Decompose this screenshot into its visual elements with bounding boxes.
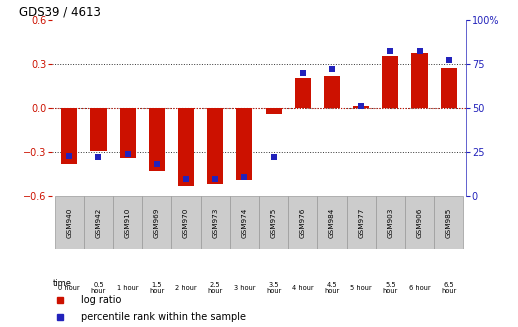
Point xyxy=(123,151,132,156)
Point xyxy=(299,70,307,75)
Bar xyxy=(376,196,405,249)
Bar xyxy=(441,68,457,108)
Bar xyxy=(318,196,347,249)
Text: GSM973: GSM973 xyxy=(212,207,218,237)
Text: GSM974: GSM974 xyxy=(241,207,248,237)
Point xyxy=(240,174,249,180)
Bar xyxy=(91,108,107,150)
Bar xyxy=(347,196,376,249)
Text: GSM970: GSM970 xyxy=(183,207,189,237)
Text: 2.5
hour: 2.5 hour xyxy=(208,282,223,294)
Point xyxy=(153,162,161,167)
Point xyxy=(269,155,278,160)
Text: percentile rank within the sample: percentile rank within the sample xyxy=(81,312,246,322)
Text: 5.5
hour: 5.5 hour xyxy=(383,282,398,294)
Bar xyxy=(266,108,282,114)
Bar xyxy=(405,196,434,249)
Bar xyxy=(353,107,369,108)
Text: 1 hour: 1 hour xyxy=(117,285,138,291)
Text: 0.5
hour: 0.5 hour xyxy=(91,282,106,294)
Bar xyxy=(295,78,311,108)
Point xyxy=(328,66,336,72)
Text: 1.5
hour: 1.5 hour xyxy=(149,282,165,294)
Text: GSM910: GSM910 xyxy=(125,207,131,237)
Text: GSM903: GSM903 xyxy=(387,207,393,237)
Bar xyxy=(434,196,463,249)
Point xyxy=(444,58,453,63)
Text: GSM976: GSM976 xyxy=(300,207,306,237)
Bar xyxy=(61,108,77,164)
Bar xyxy=(84,196,113,249)
Bar xyxy=(178,108,194,186)
Point xyxy=(415,49,424,54)
Bar xyxy=(207,108,223,184)
Text: 4 hour: 4 hour xyxy=(292,285,313,291)
Bar xyxy=(288,196,318,249)
Bar xyxy=(113,196,142,249)
Text: 4.5
hour: 4.5 hour xyxy=(324,282,340,294)
Bar xyxy=(382,57,398,108)
Bar xyxy=(120,108,136,158)
Text: 3 hour: 3 hour xyxy=(234,285,255,291)
Bar xyxy=(236,108,252,180)
Bar xyxy=(142,196,171,249)
Text: 0 hour: 0 hour xyxy=(59,285,80,291)
Bar xyxy=(230,196,259,249)
Text: time: time xyxy=(52,279,71,288)
Bar xyxy=(55,196,84,249)
Text: GSM977: GSM977 xyxy=(358,207,364,237)
Bar xyxy=(259,196,288,249)
Text: GSM940: GSM940 xyxy=(66,207,73,237)
Point xyxy=(94,155,103,160)
Bar xyxy=(200,196,230,249)
Text: 6 hour: 6 hour xyxy=(409,285,430,291)
Text: GSM969: GSM969 xyxy=(154,207,160,237)
Text: GSM906: GSM906 xyxy=(416,207,423,237)
Text: GSM942: GSM942 xyxy=(95,207,102,237)
Text: 5 hour: 5 hour xyxy=(350,285,372,291)
Bar xyxy=(411,53,427,108)
Text: 3.5
hour: 3.5 hour xyxy=(266,282,281,294)
Text: GSM984: GSM984 xyxy=(329,207,335,237)
Point xyxy=(357,104,365,109)
Text: 6.5
hour: 6.5 hour xyxy=(441,282,456,294)
Text: GSM985: GSM985 xyxy=(445,207,452,237)
Text: log ratio: log ratio xyxy=(81,295,121,304)
Point xyxy=(182,176,190,181)
Bar xyxy=(324,76,340,108)
Point xyxy=(211,176,219,181)
Text: GDS39 / 4613: GDS39 / 4613 xyxy=(19,6,100,18)
Point xyxy=(386,49,395,54)
Text: GSM975: GSM975 xyxy=(270,207,277,237)
Bar xyxy=(149,108,165,171)
Point xyxy=(65,153,74,158)
Text: 2 hour: 2 hour xyxy=(175,285,197,291)
Bar xyxy=(171,196,200,249)
